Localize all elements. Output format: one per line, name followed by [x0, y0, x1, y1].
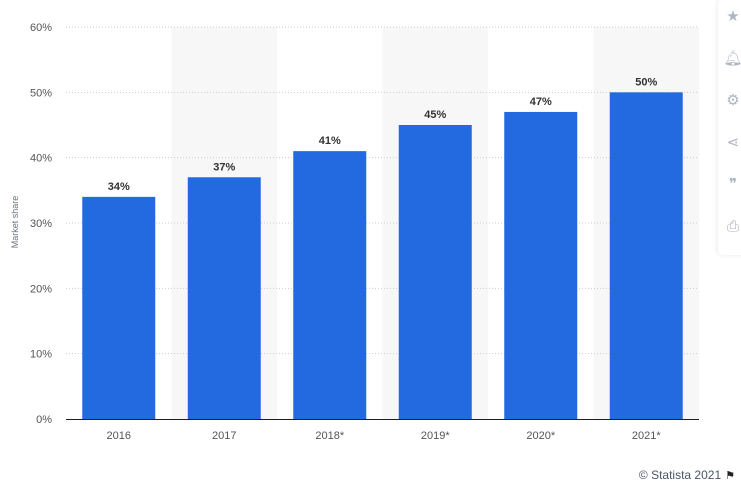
gear-icon[interactable]: ⚙ — [726, 92, 740, 109]
data-label: 41% — [319, 135, 341, 147]
print-icon[interactable]: ⎙ — [726, 217, 739, 235]
credit-text: © Statista 2021 — [638, 468, 722, 482]
x-tick-label: 2016 — [107, 430, 131, 442]
y-tick-label: 30% — [30, 218, 52, 230]
side-toolbar: ★ 🔔︎ ⚙ ⋖ ❞ ⎙ — [718, 0, 741, 255]
bar[interactable] — [504, 111, 578, 419]
star-icon[interactable]: ★ — [726, 8, 740, 25]
y-tick-label: 10% — [30, 349, 52, 361]
x-tick-label: 2019* — [421, 430, 450, 442]
flag-icon[interactable]: ⚑ — [725, 469, 735, 482]
y-tick-label: 0% — [36, 414, 52, 426]
bar[interactable] — [293, 151, 367, 419]
x-tick-label: 2021* — [632, 430, 661, 442]
x-tick-label: 2017 — [212, 430, 236, 442]
data-label: 47% — [530, 96, 552, 108]
bar[interactable] — [187, 177, 261, 419]
data-label: 45% — [424, 109, 446, 121]
quote-icon[interactable]: ❞ — [728, 176, 738, 193]
data-label: 50% — [635, 76, 657, 88]
y-tick-label: 60% — [30, 22, 52, 34]
x-tick-label: 2018* — [315, 430, 344, 442]
data-label: 37% — [213, 161, 235, 173]
bar[interactable] — [398, 125, 472, 419]
data-label: 34% — [108, 181, 130, 193]
statista-credit[interactable]: © Statista 2021 ⚑ — [639, 468, 735, 482]
y-tick-label: 50% — [30, 87, 52, 99]
bar[interactable] — [609, 92, 683, 419]
x-axis-tick-labels: 2016 2017 2018* 2019* 2020* 2021* — [107, 430, 662, 442]
share-icon[interactable]: ⋖ — [726, 134, 740, 151]
x-tick-label: 2020* — [526, 430, 555, 442]
y-tick-label: 20% — [30, 283, 52, 295]
data-labels: 34% 37% 41% 45% 47% 50% — [108, 76, 658, 193]
y-axis-tick-labels: 0% 10% 20% 30% 40% 50% 60% — [30, 22, 52, 426]
bar[interactable] — [82, 196, 156, 419]
bell-icon[interactable]: 🔔︎ — [723, 50, 741, 67]
gridlines — [66, 26, 699, 355]
y-tick-label: 40% — [30, 153, 52, 165]
bars — [82, 92, 683, 419]
y-axis-label: Market share — [10, 196, 20, 249]
